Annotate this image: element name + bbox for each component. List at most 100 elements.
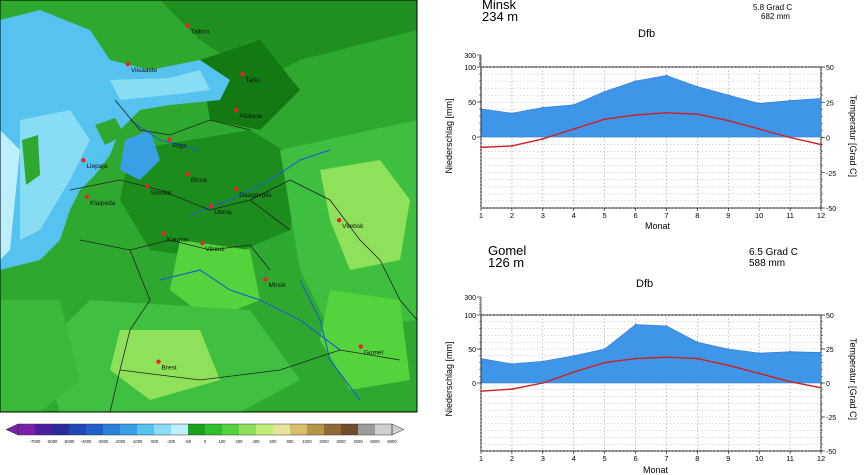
y-axis-left-label: Niederschlag [mm] [444,98,454,173]
temperature-point [480,146,482,149]
station-name: Gomel [488,243,526,258]
precipitation-point [758,352,760,354]
colorbar-tick-label: -3000 [98,439,109,444]
y-axis-left-label: Niederschlag [mm] [444,341,454,416]
x-tick-label: 10 [755,211,763,220]
city-marker [167,137,172,142]
city-marker [200,240,205,246]
x-tick-label: 7 [664,211,668,220]
x-tick-label: 12 [817,454,825,463]
right-tick-label: 25 [826,100,834,107]
x-tick-label: 8 [695,211,699,220]
colorbar-tick-label: 5000 [370,439,380,444]
colorbar-tick-label: 400 [253,439,261,444]
colorbar-swatch [341,424,359,435]
precipitation-point [789,350,791,353]
colorbar-tick-label: -7000 [30,439,41,444]
temperature-point [541,382,544,384]
colorbar-tick-label: 1000 [302,439,312,444]
left-tick-label: 0 [472,135,476,142]
x-tick-label: 7 [664,454,668,463]
station-elevation: 234 m [482,9,518,24]
left-tick-label: 100 [464,65,476,72]
colorbar-swatch [137,424,155,435]
elevation-map-panel: Tallinn Viisaaste Tartu Alüksne Liepaja Rīga B… [0,0,418,444]
temperature-point [603,361,606,364]
x-tick-label: 9 [726,211,730,220]
temperature-point [603,118,606,121]
colorbar-swatch [52,424,70,435]
colorbar-tick-label: -5000 [64,439,75,444]
right-tick-label: -25 [826,415,836,422]
precipitation-point [820,351,822,354]
precipitation-point [758,102,760,105]
colorbar-swatch [35,424,53,435]
temperature-point [511,145,513,147]
right-tick-label: 0 [826,136,830,143]
left-tick-label: 300 [464,295,476,302]
colorbar-swatch [324,424,342,435]
colorbar-swatch [256,424,274,435]
temperature-line [480,356,822,392]
city-label: Brest [161,365,176,372]
x-tick-label: 1 [479,454,483,463]
temperature-point [789,380,791,383]
station-elevation: 126 m [488,255,524,270]
temperature-point [480,390,482,393]
annual-precipitation: 588 mm [749,258,785,269]
city-label: Birzai [191,177,207,184]
city-label: Liepaja [86,163,107,170]
precipitation-point [696,85,699,88]
temperature-line [480,112,822,149]
precipitation-point [542,106,544,109]
city-marker [240,71,245,77]
precipitation-point [634,323,637,326]
city-marker [358,344,364,349]
precipitation-point [572,355,575,357]
x-tick-label: 5 [603,211,607,220]
colorbar-tick-label: -6000 [47,439,58,444]
colorbar-arrow-low [5,423,19,436]
precipitation-point [727,348,730,350]
colorbar-swatch [154,424,172,435]
city-label: Daugavpils [239,192,272,199]
left-tick-label: 50 [468,100,476,107]
colorbar-tick-label: -1000 [132,439,143,444]
right-tick-label: 50 [826,65,834,72]
colorbar-swatch [239,424,257,435]
mean-temperature: 6.5 Grad C [749,247,798,258]
colorbar-tick-label: 3000 [336,439,346,444]
temperature-point [696,113,699,116]
city-marker [84,194,90,200]
colorbar-swatch [358,424,376,435]
station-name: Minsk [482,0,516,12]
city-marker [336,217,342,223]
precipitation-point [572,104,575,106]
colorbar-swatch [290,424,308,435]
temperature-point [665,356,668,359]
city-marker [209,203,214,209]
city-label: Minsk [268,282,286,289]
temperature-point [820,386,822,389]
city-marker [125,61,131,67]
annual-precipitation: 682 mm [761,12,790,21]
colorbar-tick-label: 4000 [353,439,363,444]
colorbar-tick-label: 2000 [319,439,329,444]
x-tick-label: 11 [786,454,794,463]
colorbar-tick-label: -200 [167,439,176,444]
colorbar-swatch [222,424,240,435]
right-tick-label: 50 [826,313,834,320]
precipitation-point [789,99,791,102]
precipitation-point [542,360,544,363]
colorbar-tick-label: -4000 [81,439,92,444]
colorbar-swatch [273,424,291,435]
city-label: Gomel [364,350,384,357]
x-tick-label: 6 [633,211,637,220]
precipitation-point [603,348,606,350]
precipitation-point [820,97,822,100]
city-label: Kaunas [167,236,190,243]
temperature-point [572,128,575,130]
right-tick-label: -50 [826,449,836,456]
